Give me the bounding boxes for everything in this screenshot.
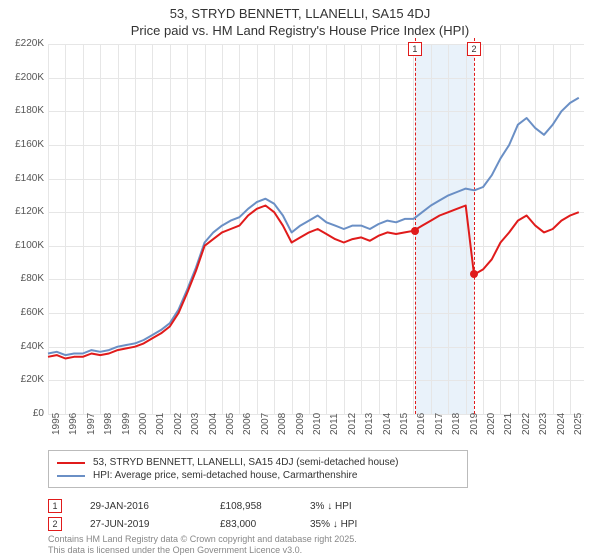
legend-row-price-paid: 53, STRYD BENNETT, LLANELLI, SA15 4DJ (s… [57,457,459,468]
legend-label-price-paid: 53, STRYD BENNETT, LLANELLI, SA15 4DJ (s… [93,457,399,468]
sales-row: 2 27-JUN-2019£83,00035% ↓ HPI [48,517,420,531]
y-axis-label: £140K [2,173,44,184]
x-axis-label: 2021 [503,413,514,435]
y-axis-label: £180K [2,105,44,116]
sales-row-num: 1 [48,499,62,513]
footer-line-2: This data is licensed under the Open Gov… [48,545,357,556]
series-line [48,206,579,359]
x-axis-label: 2011 [329,413,340,435]
x-axis-label: 2019 [469,413,480,435]
x-axis-label: 1997 [86,413,97,435]
footer-line-1: Contains HM Land Registry data © Crown c… [48,534,357,545]
x-axis-label: 2012 [347,413,358,435]
x-axis-label: 2006 [242,413,253,435]
x-axis-label: 1996 [68,413,79,435]
y-axis-label: £120K [2,206,44,217]
x-axis-label: 2010 [312,413,323,435]
x-axis-label: 2009 [295,413,306,435]
x-axis-label: 2023 [538,413,549,435]
sales-row-num: 2 [48,517,62,531]
sales-table: 1 29-JAN-2016£108,9583% ↓ HPI 2 27-JUN-2019… [48,495,420,535]
x-axis-label: 2008 [277,413,288,435]
y-axis-label: £80K [2,273,44,284]
y-axis-label: £100K [2,240,44,251]
y-axis-label: £40K [2,341,44,352]
legend-label-hpi: HPI: Average price, semi-detached house,… [93,470,357,481]
series-line [48,98,579,355]
x-axis-label: 2022 [521,413,532,435]
x-axis-label: 2000 [138,413,149,435]
x-axis-label: 2018 [451,413,462,435]
title-line-2: Price paid vs. HM Land Registry's House … [0,23,600,38]
x-axis-label: 2025 [573,413,584,435]
legend-swatch-hpi [57,475,85,477]
x-axis-label: 2013 [364,413,375,435]
x-axis-label: 2004 [208,413,219,435]
chart-title: 53, STRYD BENNETT, LLANELLI, SA15 4DJ Pr… [0,0,600,38]
x-axis-label: 2015 [399,413,410,435]
y-axis-label: £20K [2,374,44,385]
x-axis-label: 1999 [121,413,132,435]
y-axis-label: £220K [2,38,44,49]
y-axis-label: £160K [2,139,44,150]
x-axis-label: 1998 [103,413,114,435]
y-axis-label: £60K [2,307,44,318]
x-axis-label: 2001 [155,413,166,435]
x-axis-label: 2003 [190,413,201,435]
sales-row-price: £108,958 [220,501,310,512]
sales-row-diff: 35% ↓ HPI [310,519,420,530]
line-series-svg [48,44,584,414]
x-axis-label: 2007 [260,413,271,435]
y-axis-label: £200K [2,72,44,83]
x-axis-label: 1995 [51,413,62,435]
legend-box: 53, STRYD BENNETT, LLANELLI, SA15 4DJ (s… [48,450,468,488]
x-axis-label: 2014 [382,413,393,435]
legend-swatch-price-paid [57,462,85,464]
legend-row-hpi: HPI: Average price, semi-detached house,… [57,470,459,481]
x-axis-label: 2024 [556,413,567,435]
title-line-1: 53, STRYD BENNETT, LLANELLI, SA15 4DJ [0,6,600,21]
footer-attribution: Contains HM Land Registry data © Crown c… [48,534,357,556]
x-axis-label: 2017 [434,413,445,435]
x-axis-label: 2002 [173,413,184,435]
x-axis-label: 2005 [225,413,236,435]
x-axis-label: 2016 [416,413,427,435]
sales-row-price: £83,000 [220,519,310,530]
sales-row: 1 29-JAN-2016£108,9583% ↓ HPI [48,499,420,513]
sales-row-date: 27-JUN-2019 [90,519,220,530]
sales-row-date: 29-JAN-2016 [90,501,220,512]
chart-area: £0£20K£40K£60K£80K£100K£120K£140K£160K£1… [48,44,584,414]
sales-row-diff: 3% ↓ HPI [310,501,420,512]
y-axis-label: £0 [2,408,44,419]
x-axis-label: 2020 [486,413,497,435]
